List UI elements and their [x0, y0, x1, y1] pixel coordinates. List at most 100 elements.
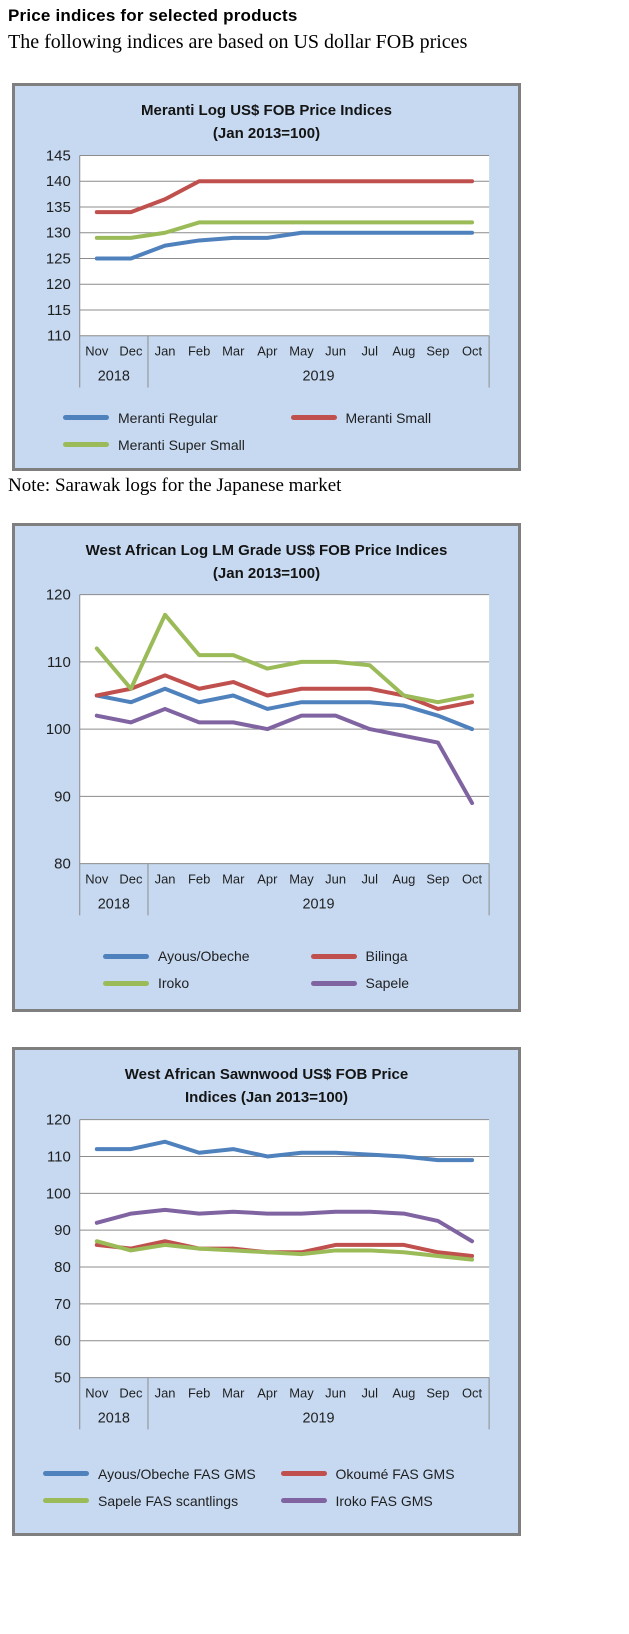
legend-label: Iroko FAS GMS [335, 1492, 433, 1509]
legend-line-swatch [310, 953, 357, 959]
legend-label: Sapele FAS scantlings [98, 1492, 239, 1509]
legend-label: Iroko [158, 975, 190, 991]
legend-line-swatch [290, 415, 337, 420]
x-axis-month-label: Jun [325, 871, 346, 886]
chart-legend-west-african-sawnwood: Ayous/Obeche FAS GMS Okoumé FAS GMS Sapele… [43, 1466, 518, 1509]
legend-line-swatch [280, 1498, 327, 1503]
legend-label: Meranti Regular [118, 409, 218, 426]
chart-title-line1: West African Sawnwood US$ FOB Price [124, 1066, 409, 1083]
x-axis-month-label: Mar [222, 1385, 245, 1400]
page-subtitle: The following indices are based on US do… [8, 31, 468, 53]
y-axis-tick-label: 120 [46, 276, 71, 293]
chart-title-west-african-log: West African Log LM Grade US$ FOB Price … [15, 539, 518, 586]
x-axis-month-label: Mar [222, 871, 245, 886]
document-header: Price indices for selected products The … [0, 0, 629, 54]
legend-item: Iroko FAS GMS [280, 1492, 519, 1509]
y-axis-tick-label: 80 [54, 856, 71, 873]
legend-line-swatch [310, 980, 357, 986]
legend-label: Ayous/Obeche FAS GMS [98, 1465, 256, 1482]
series-line [94, 1238, 475, 1262]
x-axis-month-label: Feb [188, 343, 210, 358]
legend-item: Sapele FAS scantlings [43, 1493, 281, 1509]
x-axis-month-label: Jan [155, 343, 176, 358]
x-axis-month-label: Apr [257, 871, 278, 886]
y-axis-tick-label: 120 [46, 588, 71, 604]
y-axis-tick-label: 110 [47, 1148, 71, 1165]
x-axis-month-label: Jul [361, 871, 378, 886]
y-axis-tick-label: 125 [46, 250, 71, 267]
x-axis-year-label: 2018 [98, 896, 130, 912]
chart-title-west-african-sawnwood: West African Sawnwood US$ FOB Price Indi… [15, 1063, 518, 1110]
legend-item: Iroko [103, 975, 311, 991]
x-axis-month-label: Jul [361, 343, 378, 358]
y-axis-tick-label: 90 [54, 1222, 71, 1239]
x-axis-month-label: May [289, 1385, 314, 1400]
legend-item: Okoumé FAS GMS [280, 1465, 519, 1482]
y-axis-tick-label: 120 [46, 1113, 71, 1129]
x-axis-year-label: 2019 [302, 896, 334, 912]
legend-line-swatch [280, 1471, 327, 1476]
chart-title-line2: (Jan 2013=100) [212, 564, 321, 582]
x-axis-year-label: 2018 [98, 368, 130, 384]
x-axis-month-label: Jun [325, 1385, 346, 1400]
legend-item: Meranti Small [290, 409, 519, 426]
y-axis-tick-label: 145 [46, 149, 71, 164]
x-axis-month-label: Jan [155, 1385, 176, 1400]
x-axis-month-label: Nov [85, 871, 109, 886]
legend-item: Ayous/Obeche FAS GMS [43, 1466, 281, 1482]
plot-area [79, 154, 490, 336]
legend-line-swatch [43, 1498, 89, 1503]
y-axis-tick-label: 130 [46, 224, 71, 241]
y-axis-tick-label: 50 [54, 1369, 71, 1386]
y-axis-tick-label: 115 [47, 301, 71, 318]
x-axis-month-label: Feb [188, 1385, 210, 1400]
x-axis-month-label: Nov [85, 343, 109, 358]
x-axis-month-label: Dec [119, 1385, 143, 1400]
legend-label: Ayous/Obeche [158, 948, 250, 964]
chart-panel-west-african-log: West African Log LM Grade US$ FOB Price … [12, 522, 521, 1012]
x-axis-year-label: 2019 [302, 368, 334, 384]
chart-title-line2: Indices (Jan 2013=100) [184, 1089, 348, 1107]
legend-label: Okoumé FAS GMS [335, 1465, 455, 1482]
y-axis-tick-label: 70 [54, 1295, 71, 1312]
legend-item: Sapele [310, 975, 519, 991]
x-axis-month-label: Sep [426, 343, 449, 358]
series-line [94, 230, 475, 260]
legend-item: Ayous/Obeche [103, 948, 311, 964]
legend-line-swatch [63, 415, 109, 420]
x-axis-month-label: Sep [426, 871, 449, 886]
legend-label: Meranti Small [345, 409, 432, 426]
x-axis-month-label: Dec [119, 871, 143, 886]
x-axis-year-label: 2018 [98, 1410, 130, 1426]
x-axis-month-label: Apr [257, 1385, 278, 1400]
meranti-log-line-chart: 145 140 135 130 125 120 115 110 Nov Dec Jan Feb Mar A… [46, 149, 490, 388]
y-axis-tick-label: 100 [46, 721, 71, 738]
x-axis-month-label: Apr [257, 343, 278, 358]
legend-label: Meranti Super Small [118, 436, 245, 453]
x-axis-month-label: Aug [392, 1385, 415, 1400]
y-axis-tick-label: 60 [54, 1332, 71, 1349]
chart-note: Note: Sarawak logs for the Japanese mark… [8, 474, 342, 496]
chart-title-meranti-log: Meranti Log US$ FOB Price Indices (Jan 2… [15, 99, 518, 146]
x-axis-month-label: Mar [222, 343, 245, 358]
y-axis-tick-label: 135 [46, 198, 71, 215]
page-title: Price indices for selected products [8, 6, 298, 25]
west-african-log-line-chart: 120 110 100 90 80 Nov Dec Jan Feb Mar Apr May Jun Jul… [46, 588, 490, 916]
x-axis-month-label: May [289, 343, 314, 358]
legend-item: Meranti Super Small [63, 437, 291, 453]
x-axis-month-label: Dec [119, 343, 143, 358]
chart-panel-meranti-log: Meranti Log US$ FOB Price Indices (Jan 2… [12, 83, 521, 471]
chart-panel-west-african-sawnwood: West African Sawnwood US$ FOB Price Indi… [12, 1047, 521, 1536]
x-axis-month-label: Oct [462, 1385, 483, 1400]
x-axis-month-label: Oct [462, 343, 483, 358]
x-axis-month-label: Aug [392, 343, 415, 358]
series-line [94, 219, 475, 240]
legend-line-swatch [103, 953, 149, 959]
x-axis-month-label: Jun [325, 343, 346, 358]
x-axis-month-label: Sep [426, 1385, 449, 1400]
x-axis-month-label: Oct [462, 871, 483, 886]
chart-title-line2: (Jan 2013=100) [212, 125, 321, 143]
y-axis-tick-label: 110 [47, 654, 71, 671]
series-line [94, 1139, 475, 1162]
series-line [94, 612, 475, 705]
